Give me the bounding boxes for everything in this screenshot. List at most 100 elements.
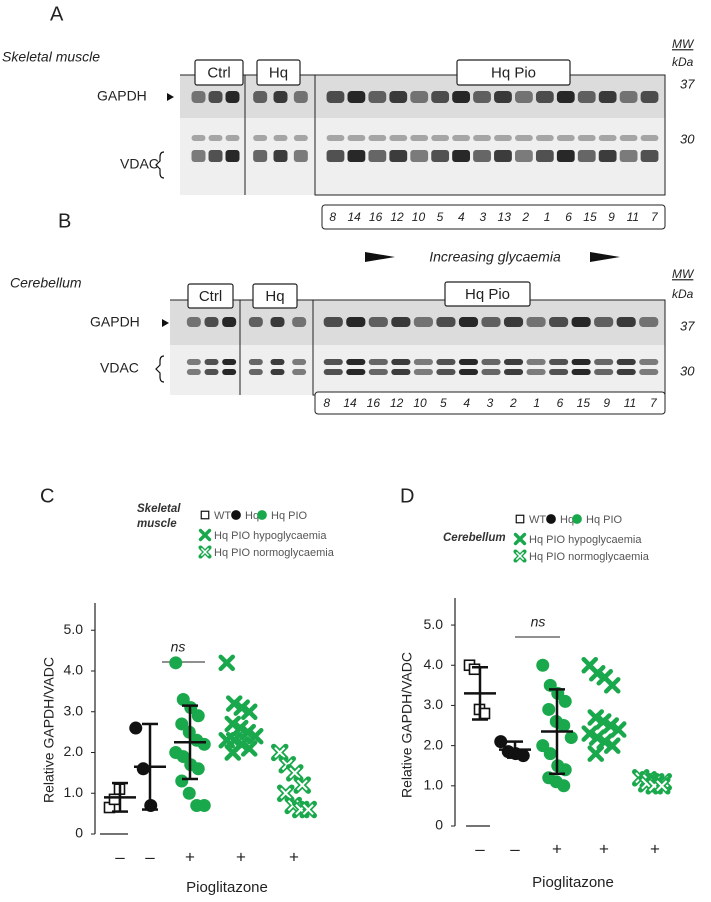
marker-circle [572,514,582,524]
data-point [604,677,621,694]
data-point [557,779,571,793]
lane-box [321,204,666,230]
data-point [299,800,317,819]
group-label: Hq Pio [465,286,510,303]
band [368,91,387,103]
marker-stroke [581,656,598,674]
marker-hole [296,779,308,791]
marker-circle [197,737,211,751]
band [413,317,433,327]
band [346,359,366,365]
data-point [587,745,604,762]
data-point [604,737,621,754]
band [598,150,617,162]
legend-symbol [572,514,582,524]
band [204,369,219,375]
band [515,135,533,141]
data-point [226,732,243,749]
data-point [468,663,481,676]
band [458,317,479,327]
marker-circle [546,514,556,524]
y-tick-label: 5.0 [64,621,84,637]
band [292,359,307,365]
data-point [293,776,311,794]
x-tick-label: + [650,839,660,858]
band [556,150,575,162]
band [347,135,366,141]
data-point [557,719,571,733]
group-label: Ctrl [207,64,230,81]
band [225,135,240,141]
data-point [581,725,598,742]
band [640,150,659,162]
group-label: Hq Pio [491,64,536,81]
marker-hole [200,547,210,557]
marker-hole [302,804,314,816]
data-point [602,717,619,734]
band [208,91,223,103]
band [293,150,308,162]
band [191,91,206,103]
brace [155,151,165,179]
lane-number: 3 [479,210,486,224]
lane-number: 12 [390,396,404,410]
data-point [595,713,612,730]
band [436,317,456,327]
band [323,317,343,327]
marker-circle [191,762,205,776]
data-point [175,774,189,788]
band [526,369,546,375]
group-box [252,283,298,309]
marker-stroke [232,719,249,737]
panel-letter: A [50,3,64,25]
data-point [286,764,304,782]
band [556,91,575,103]
band [594,359,614,365]
marker-stroke [241,703,258,720]
band [273,135,288,141]
marker-stroke [589,729,606,746]
marker-circle [129,721,143,735]
y-tick-label: 0 [435,817,443,833]
band [571,359,591,365]
marker-stroke [589,665,606,682]
marker-circle [257,510,267,520]
data-point [239,723,256,741]
x-tick-label: + [236,847,246,866]
band [413,359,433,365]
band [222,359,237,365]
band [270,369,285,375]
data-point [589,729,606,746]
data-point [558,694,572,708]
marker-stroke [604,677,621,694]
legend-symbol [198,528,212,542]
data-point [224,744,241,761]
legend-label: Hq [245,510,259,522]
data-point [191,762,205,776]
mw-value: 30 [680,363,695,378]
legend-symbol [515,514,525,524]
marker-stroke [226,695,243,712]
marker-square [515,514,525,524]
marker-circle [169,656,183,670]
tissue-label: Skeletal muscle [2,49,100,65]
arrow [365,252,395,262]
panel-letter: C [40,485,54,507]
marker-hole [289,767,301,779]
lane-number: 5 [440,396,447,410]
band [503,369,524,375]
band [458,359,479,365]
band [391,359,411,365]
marker-circle [231,510,241,520]
band [473,135,491,141]
lane-number: 16 [369,210,383,224]
lane-number: 4 [458,210,465,224]
group-label: Hq [269,64,288,81]
y-axis-label: Relative GAPDH/VADC [399,652,415,798]
legend-symbol [257,510,267,520]
x-tick-label: + [185,847,195,866]
lane-box [314,391,666,415]
band [391,369,411,375]
band [452,91,470,103]
